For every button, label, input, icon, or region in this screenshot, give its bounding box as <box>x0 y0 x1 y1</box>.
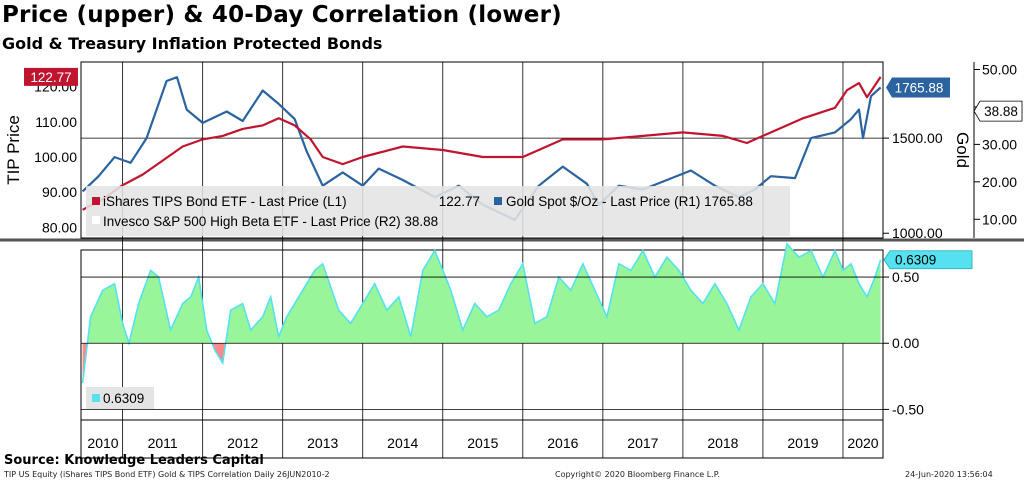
left-axis-label: TIP Price <box>4 115 23 185</box>
legend-label-corr: 0.6309 <box>103 391 144 406</box>
footer-left: TIP US Equity (iShares TIPS Bond ETF) Go… <box>4 470 330 479</box>
gold-tick-label: 1000.00 <box>892 225 943 241</box>
tip-last-value-tag <box>24 67 78 86</box>
tip-last-value-text: 122.77 <box>30 70 71 85</box>
legend-swatch-corr <box>92 394 100 402</box>
left-tick-label: 90.00 <box>42 184 77 200</box>
x-tick-label: 2017 <box>627 435 658 451</box>
far-right-tick-label: 10.00 <box>982 211 1017 227</box>
tip-price-line <box>82 76 882 211</box>
corr-last-value-text: 0.6309 <box>895 253 936 268</box>
lower-legend-box <box>86 387 154 409</box>
legend-swatch-highbeta <box>92 216 100 224</box>
footer-copyright: Copyright© 2020 Bloomberg Finance L.P. <box>555 470 720 479</box>
legend-label-gold: Gold Spot $/Oz - Last Price (R1) 1765.88 <box>506 194 753 209</box>
legend-label-highbeta: Invesco S&P 500 High Beta ETF - Last Pri… <box>103 214 438 229</box>
source-note: Source: Knowledge Leaders Capital <box>4 453 264 468</box>
gold-tick-label: 1500.00 <box>892 130 943 146</box>
lower-tick-label: 0.00 <box>892 335 919 351</box>
far-right-tick-label: 20.00 <box>982 174 1017 190</box>
far-right-tick-label: 50.00 <box>982 61 1017 77</box>
x-tick-label: 2013 <box>307 435 338 451</box>
highbeta-last-value-text: 38.88 <box>984 104 1018 119</box>
x-axis-frame <box>80 419 884 459</box>
x-tick-label: 2019 <box>787 435 818 451</box>
footer-timestamp: 24-Jun-2020 13:56:04 <box>905 470 993 479</box>
gold-last-value-text: 1765.88 <box>895 81 944 96</box>
x-tick-label: 2015 <box>467 435 498 451</box>
legend-label-tip: iShares TIPS Bond ETF - Last Price (L1) <box>103 194 347 209</box>
corr-last-value-tag <box>883 250 973 270</box>
left-tick-label: 100.00 <box>34 149 77 165</box>
x-tick-label: 2012 <box>227 435 258 451</box>
x-tick-label: 2014 <box>387 435 418 451</box>
left-tick-label: 80.00 <box>42 219 77 235</box>
gold-last-value-tag <box>886 77 950 98</box>
legend-value-tip: 122.77 <box>439 194 480 209</box>
x-tick-label: 2018 <box>707 435 738 451</box>
x-tick-label: 2016 <box>547 435 578 451</box>
left-tick-label: 110.00 <box>35 114 77 130</box>
x-tick-label: 2010 <box>87 435 118 451</box>
corr-positive-area <box>82 244 881 344</box>
lower-tick-label: 0.50 <box>892 269 919 285</box>
chart-title: Price (upper) & 40-Day Correlation (lowe… <box>2 2 562 28</box>
lower-tick-label: -0.50 <box>892 401 924 417</box>
highbeta-last-value-tag <box>973 100 1023 122</box>
far-right-tick-label: 30.00 <box>982 136 1017 152</box>
corr-line <box>81 242 882 383</box>
legend-swatch-tip <box>92 197 100 205</box>
x-tick-label: 2011 <box>148 435 178 451</box>
upper-legend-box <box>86 186 790 236</box>
chart-subtitle: Gold & Treasury Inflation Protected Bond… <box>2 34 383 53</box>
right-axis-label: Gold <box>953 132 972 168</box>
legend-swatch-gold <box>494 197 502 205</box>
x-tick-label: 2020 <box>847 435 878 451</box>
